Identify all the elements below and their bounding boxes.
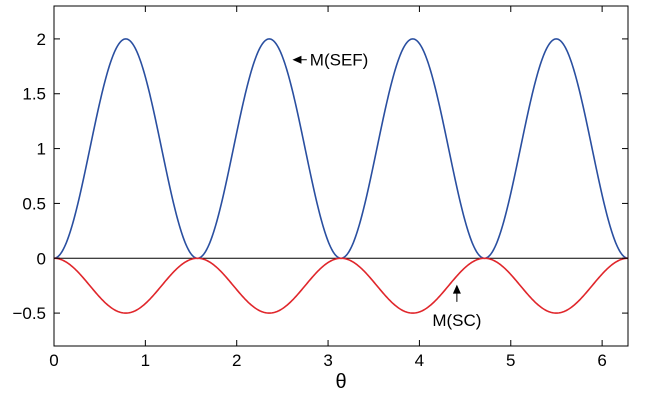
annotation-label: M(SC)	[432, 311, 481, 330]
annotation-arrowhead	[292, 55, 302, 64]
annotations: M(SEF) M(SC)	[292, 51, 481, 330]
x-tick-label: 1	[141, 351, 150, 370]
x-tick-label: 2	[232, 351, 241, 370]
y-tick-label: 2	[37, 30, 46, 49]
plot-area	[53, 38, 629, 314]
annotation-arrowhead	[452, 284, 461, 294]
plot-frame	[53, 5, 629, 347]
y-tick-label: 0	[37, 249, 46, 268]
annotation-label: M(SEF)	[310, 51, 369, 70]
axes: 0 1 2 3 4 5 6 −0.5 0 0.5 1 1.5 2	[12, 5, 629, 370]
x-tick-label: 0	[49, 351, 58, 370]
x-axis-label: θ	[335, 371, 346, 393]
y-tick-label: 0.5	[22, 194, 46, 213]
y-tick-label: −0.5	[12, 304, 46, 323]
x-tick-label: 6	[597, 351, 606, 370]
y-tick-label: 1	[37, 140, 46, 159]
series-line-0	[53, 38, 629, 260]
x-tick-label: 3	[323, 351, 332, 370]
x-tick-label: 4	[415, 351, 424, 370]
y-tick-label: 1.5	[22, 85, 46, 104]
series-line-1	[53, 257, 629, 314]
x-tick-label: 5	[506, 351, 515, 370]
